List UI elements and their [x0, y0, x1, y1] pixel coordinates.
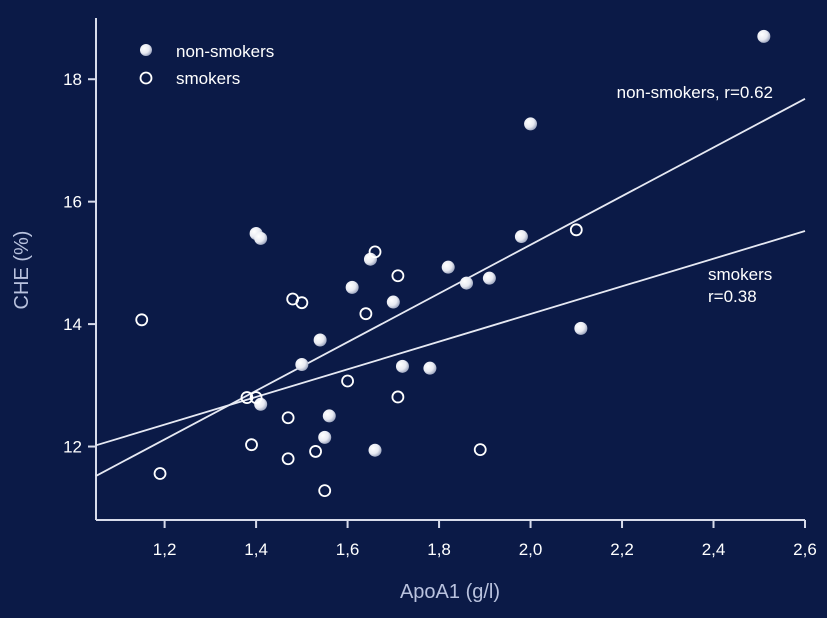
annotation-smokers-r: r=0.38 [708, 287, 757, 306]
point-non-smokers [395, 359, 409, 373]
x-axis-label: ApoA1 (g/l) [400, 581, 500, 603]
point-non-smokers [345, 280, 359, 294]
point-smokers [368, 245, 382, 259]
x-tick-label: 2,2 [610, 540, 634, 559]
y-ticks: 12 14 16 18 [63, 70, 96, 457]
x-tick-label: 2,6 [793, 540, 817, 559]
x-tick-label: 2,4 [702, 540, 726, 559]
legend: non-smokers smokers [139, 42, 274, 88]
regression-lines [95, 98, 806, 477]
annotation-smokers: smokers [708, 265, 772, 284]
data-points [135, 29, 771, 498]
legend-label-non-smokers: non-smokers [176, 42, 274, 61]
point-non-smokers [757, 29, 771, 43]
point-non-smokers [574, 321, 588, 335]
point-smokers [135, 313, 149, 327]
point-smokers [391, 390, 405, 404]
point-smokers [249, 391, 263, 404]
point-non-smokers [386, 295, 400, 309]
regression-line-non-smokers [95, 98, 806, 477]
y-tick-label: 12 [63, 438, 82, 457]
point-smokers [309, 445, 322, 458]
point-non-smokers [313, 333, 327, 347]
point-non-smokers [460, 276, 474, 290]
point-smokers [245, 438, 258, 452]
regression-line-smokers [95, 230, 806, 447]
point-non-smokers [514, 230, 528, 244]
point-non-smokers [441, 260, 455, 274]
point-non-smokers [524, 117, 538, 131]
axes [95, 18, 805, 521]
point-non-smokers [368, 443, 382, 457]
point-smokers [359, 307, 373, 321]
x-ticks: 1,2 1,4 1,6 1,8 2,0 2,2 2,4 2,6 [153, 520, 817, 559]
x-tick-label: 2,0 [519, 540, 543, 559]
point-smokers [341, 374, 354, 388]
legend-marker-non-smokers [140, 44, 152, 56]
point-non-smokers [254, 397, 268, 411]
x-tick-label: 1,6 [336, 540, 360, 559]
point-non-smokers [295, 358, 309, 372]
point-non-smokers [423, 361, 437, 375]
legend-label-smokers: smokers [176, 69, 240, 88]
x-tick-label: 1,8 [427, 540, 451, 559]
point-smokers [295, 296, 309, 310]
point-smokers [391, 269, 405, 283]
point-non-smokers [482, 271, 496, 285]
legend-marker-smokers [139, 71, 153, 85]
point-smokers [240, 391, 254, 404]
point-non-smokers [363, 252, 377, 266]
point-smokers [473, 443, 487, 456]
x-tick-label: 1,4 [244, 540, 268, 559]
point-smokers [569, 223, 583, 237]
point-non-smokers [322, 409, 336, 423]
y-tick-label: 14 [63, 315, 82, 334]
y-axis-label: CHE (%) [11, 231, 33, 310]
point-smokers [281, 452, 295, 466]
point-smokers [281, 411, 295, 425]
point-smokers [318, 484, 332, 498]
point-non-smokers [318, 430, 332, 444]
y-tick-label: 16 [63, 193, 82, 212]
point-smokers [153, 467, 167, 480]
point-non-smokers [254, 231, 268, 245]
x-tick-label: 1,2 [153, 540, 177, 559]
y-tick-label: 18 [63, 70, 82, 89]
annotation-non-smokers: non-smokers, r=0.62 [617, 83, 773, 102]
